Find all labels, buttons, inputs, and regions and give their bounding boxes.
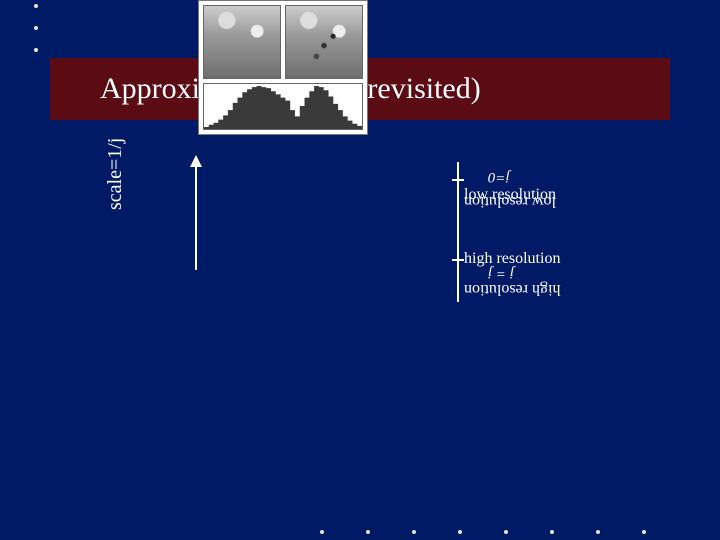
- bullet-dot: [504, 530, 508, 534]
- high-res-sub: j = j: [488, 264, 514, 281]
- slide: Approximation-trees (revisited) scale=1/…: [0, 0, 720, 540]
- histogram-svg: [204, 84, 362, 129]
- bullet-dot: [34, 4, 38, 8]
- bullet-dot: [412, 530, 416, 534]
- bullet-dot: [34, 48, 38, 52]
- low-res-label-flipped: low resolution: [464, 192, 556, 210]
- high-res-label-flipped: high resolution: [464, 280, 560, 298]
- bullet-dot: [642, 530, 646, 534]
- bullet-dot: [458, 530, 462, 534]
- arrow-up-icon: [188, 155, 204, 270]
- bullet-dot: [550, 530, 554, 534]
- bullets-bottom: [320, 530, 646, 534]
- bullets-left: [34, 4, 38, 52]
- bullet-dot: [596, 530, 600, 534]
- thumbnail-right: [285, 5, 363, 79]
- bullet-dot: [320, 530, 324, 534]
- histogram: [203, 83, 363, 130]
- scale-arrow: [188, 155, 204, 270]
- image-panel: [198, 0, 368, 135]
- low-res-sub: j=0: [488, 168, 510, 185]
- scale-label: scale=1/j: [104, 138, 127, 210]
- resolution-axis: low resolution low resolution j=0 high r…: [452, 162, 652, 302]
- thumbnail-left: [203, 5, 281, 79]
- image-row: [203, 5, 363, 79]
- bullet-dot: [366, 530, 370, 534]
- bullet-dot: [34, 26, 38, 30]
